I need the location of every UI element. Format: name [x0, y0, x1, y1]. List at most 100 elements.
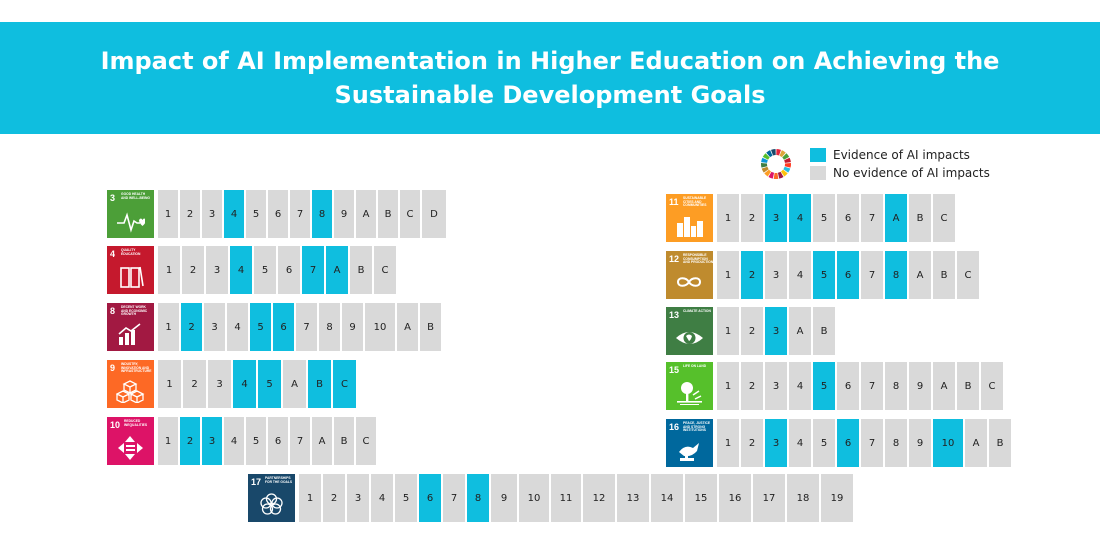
goal-row-13: 13 Climate Action 1 2 3 A B	[666, 307, 837, 355]
dove-gavel-icon	[679, 443, 699, 461]
goal-10-target-2-evidence: 2	[180, 417, 200, 465]
goal-13-target-A-no-evidence: A	[789, 307, 811, 355]
goal-number: 15	[669, 365, 680, 375]
goal-row-3: 3 Good Health and Well-Being 1 2 3 4 5 6 7 8 9 A B C D	[107, 190, 448, 238]
legend-item-no-evidence: No evidence of AI impacts	[810, 166, 990, 180]
goal-icon-9: 9 Industry, Innovation and Infrastructure	[107, 360, 154, 408]
goal-8-target-1-no-evidence: 1	[158, 303, 179, 351]
goal-11-target-2-no-evidence: 2	[741, 194, 763, 242]
page-title: Impact of AI Implementation in Higher Ed…	[100, 47, 1000, 109]
goal-17-target-13-no-evidence: 13	[617, 474, 649, 522]
goal-13-target-1-no-evidence: 1	[717, 307, 739, 355]
goal-label: Good Health and Well-Being	[121, 192, 150, 200]
goal-11-target-3-evidence: 3	[765, 194, 787, 242]
goal-3-target-C-no-evidence: C	[400, 190, 420, 238]
goal-10-target-A-no-evidence: A	[312, 417, 332, 465]
goal-17-target-18-no-evidence: 18	[787, 474, 819, 522]
goal-11-target-C-no-evidence: C	[933, 194, 955, 242]
goal-15-target-2-no-evidence: 2	[741, 362, 763, 410]
book-icon	[120, 266, 144, 288]
goal-10-target-1-no-evidence: 1	[158, 417, 178, 465]
goal-3-target-5-no-evidence: 5	[246, 190, 266, 238]
goal-12-target-6-evidence: 6	[837, 251, 859, 299]
goal-9-target-1-no-evidence: 1	[158, 360, 181, 408]
goal-12-target-5-evidence: 5	[813, 251, 835, 299]
goal-label: Partnerships for the Goals	[265, 476, 293, 484]
goal-8-target-6-evidence: 6	[273, 303, 294, 351]
goal-16-target-3-evidence: 3	[765, 419, 787, 467]
goal-16-target-6-evidence: 6	[837, 419, 859, 467]
goal-13-target-2-no-evidence: 2	[741, 307, 763, 355]
goal-4-target-6-no-evidence: 6	[278, 246, 300, 294]
goal-8-target-4-no-evidence: 4	[227, 303, 248, 351]
goal-number: 4	[110, 249, 116, 259]
goal-number: 13	[669, 310, 680, 320]
goal-row-8: 8 Decent Work and Economic Growth 1 2 3 4 5 6 7 8…	[107, 303, 443, 351]
goal-12-target-7-no-evidence: 7	[861, 251, 883, 299]
legend-label-no-evidence: No evidence of AI impacts	[833, 166, 990, 180]
goal-16-target-A-no-evidence: A	[965, 419, 987, 467]
goal-icon-11: 11 Sustainable Cities and Communities	[666, 194, 713, 242]
sdg-wheel-segment	[784, 157, 791, 163]
goal-16-target-B-no-evidence: B	[989, 419, 1011, 467]
goal-icon-16: 16 Peace, Justice and Strong Institutions	[666, 419, 713, 467]
tree-icon	[677, 382, 702, 405]
goal-17-target-10-no-evidence: 10	[519, 474, 549, 522]
goal-10-target-5-no-evidence: 5	[246, 417, 266, 465]
goal-3-target-4-evidence: 4	[224, 190, 244, 238]
goal-15-target-5-evidence: 5	[813, 362, 835, 410]
goal-9-target-B-evidence: B	[308, 360, 331, 408]
goal-4-target-A-evidence: A	[326, 246, 348, 294]
goal-icon-10: 10 Reduced Inequalities	[107, 417, 154, 465]
sdg-wheel-segment	[766, 150, 773, 158]
sdg-wheel-segment	[761, 166, 769, 173]
heartbeat-icon	[117, 212, 145, 233]
goal-label: Life on Land	[683, 364, 707, 368]
goal-17-target-12-no-evidence: 12	[583, 474, 615, 522]
goal-icon-17: 17 Partnerships for the Goals	[248, 474, 295, 522]
goal-4-target-1-no-evidence: 1	[158, 246, 180, 294]
goal-9-target-C-evidence: C	[333, 360, 356, 408]
goal-8-target-3-no-evidence: 3	[204, 303, 225, 351]
goal-10-target-6-no-evidence: 6	[268, 417, 288, 465]
goal-16-target-2-no-evidence: 2	[741, 419, 763, 467]
goal-3-target-6-no-evidence: 6	[268, 190, 288, 238]
goal-16-target-10-evidence: 10	[933, 419, 963, 467]
goal-8-target-8-no-evidence: 8	[319, 303, 340, 351]
goal-17-target-16-no-evidence: 16	[719, 474, 751, 522]
goal-label: Sustainable Cities and Communities	[683, 196, 707, 208]
goal-15-target-B-no-evidence: B	[957, 362, 979, 410]
goal-icon-8: 8 Decent Work and Economic Growth	[107, 303, 154, 351]
goal-17-target-3-no-evidence: 3	[347, 474, 369, 522]
goal-17-target-9-no-evidence: 9	[491, 474, 517, 522]
goal-12-target-B-no-evidence: B	[933, 251, 955, 299]
goal-number: 17	[251, 477, 262, 487]
goal-12-target-1-no-evidence: 1	[717, 251, 739, 299]
goal-10-target-C-no-evidence: C	[356, 417, 376, 465]
goal-11-target-A-evidence: A	[885, 194, 907, 242]
goal-11-target-5-no-evidence: 5	[813, 194, 835, 242]
goal-3-target-1-no-evidence: 1	[158, 190, 178, 238]
goal-number: 11	[669, 197, 679, 207]
rings-icon	[260, 493, 283, 515]
goal-11-target-1-no-evidence: 1	[717, 194, 739, 242]
goal-3-target-A-no-evidence: A	[356, 190, 376, 238]
goal-15-target-6-no-evidence: 6	[837, 362, 859, 410]
goal-15-target-8-no-evidence: 8	[885, 362, 907, 410]
goal-4-target-5-no-evidence: 5	[254, 246, 276, 294]
goal-15-target-3-no-evidence: 3	[765, 362, 787, 410]
goal-17-target-5-no-evidence: 5	[395, 474, 417, 522]
goal-17-target-11-no-evidence: 11	[551, 474, 581, 522]
goal-number: 3	[110, 193, 116, 203]
goal-12-target-8-evidence: 8	[885, 251, 907, 299]
goal-3-target-8-evidence: 8	[312, 190, 332, 238]
goal-12-target-2-evidence: 2	[741, 251, 763, 299]
goal-4-target-4-evidence: 4	[230, 246, 252, 294]
goal-17-target-7-no-evidence: 7	[443, 474, 465, 522]
goal-10-target-7-no-evidence: 7	[290, 417, 310, 465]
goal-icon-15: 15 Life on Land	[666, 362, 713, 410]
equality-arrows-icon	[118, 436, 143, 460]
goal-label: Climate Action	[683, 309, 711, 313]
goal-label: Quality Education	[121, 248, 141, 256]
goal-row-16: 16 Peace, Justice and Strong Institutions…	[666, 419, 1013, 467]
